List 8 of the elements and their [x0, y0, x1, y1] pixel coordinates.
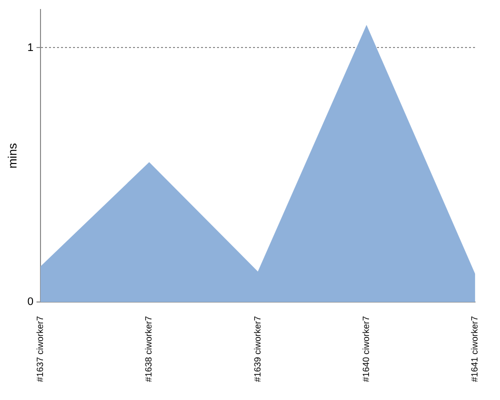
- x-tick-label: #1637 ciworker7: [35, 316, 45, 382]
- y-axis-title: mins: [6, 143, 20, 168]
- x-tick-label: #1641 ciworker7: [470, 316, 480, 382]
- y-tick-label: 0: [27, 296, 34, 308]
- x-tick-label: #1638 ciworker7: [144, 316, 154, 382]
- x-tick-label: #1640 ciworker7: [361, 316, 372, 382]
- y-tick-label: 1: [27, 42, 34, 54]
- x-tick-label: #1639 ciworker7: [252, 316, 262, 382]
